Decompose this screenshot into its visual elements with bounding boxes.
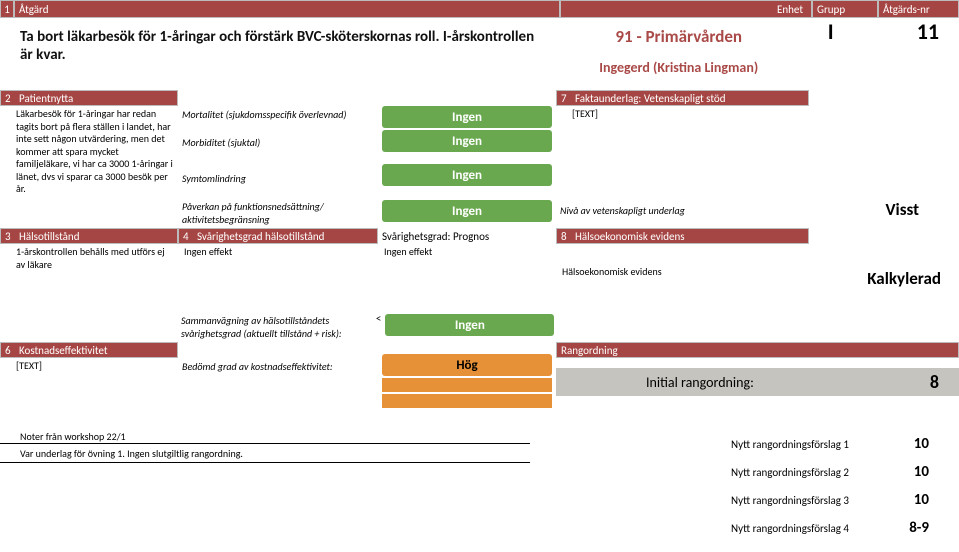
prognos-label: Svårighetsgrad: Prognos: [378, 228, 556, 244]
title-row: Ta bort läkarbesök för 1-åringar och för…: [0, 18, 959, 90]
evidence-level-label: Nivå av vetenskapligt underlag: [556, 198, 809, 219]
notes-line1: Var underlag för övning 1. Ingen slutgil…: [0, 444, 530, 463]
metric1-value: Ingen: [382, 106, 552, 128]
notes-heading: Noter från workshop 22/1: [0, 430, 530, 444]
sec4-effect: Ingen effekt: [178, 244, 378, 261]
weighting-value: Ingen: [385, 314, 554, 336]
sec6-body: [TEXT]: [0, 358, 178, 375]
metric3-label: Symtomlindring: [178, 170, 378, 198]
sec3-title: Hälsotillstånd: [19, 230, 79, 243]
initial-label: Initial rangordning:: [646, 374, 754, 391]
sec2-body: Läkarbesök för 1-åringar har redan tagit…: [0, 106, 178, 198]
sec8-title: Hälsoekonomisk evidens: [575, 230, 685, 243]
metric4-value: Ingen: [382, 200, 552, 222]
metric4-label: Påverkan på funktionsnedsättning/ aktivi…: [178, 198, 378, 228]
header-atgard: Åtgärd: [14, 0, 560, 18]
ranking-row-4: Nytt rangordningsförslag 4 8-9: [530, 514, 959, 542]
empty-chip-2: [382, 394, 552, 408]
sec3-body: 1-årskontrollen behålls med utförs ej av…: [0, 244, 178, 273]
ranking3-label: Nytt rangordningsförslag 3: [530, 494, 869, 507]
ranking-row-2: Nytt rangordningsförslag 2 10: [530, 458, 959, 486]
empty-chip-1: [382, 378, 552, 392]
ranking1-label: Nytt rangordningsförslag 1: [530, 438, 869, 451]
metric2-label: Morbiditet (sjuktal): [178, 134, 378, 162]
group-letter: I: [799, 18, 862, 90]
sec8-head: 8 Hälsoekonomisk evidens: [556, 228, 809, 244]
evidence-level-value: Visst: [809, 198, 959, 220]
sec8-num: 8: [561, 230, 571, 243]
prognos-effect: Ingen effekt: [378, 244, 556, 261]
sec8-sub: Hälsoekonomisk evidens: [556, 264, 809, 281]
atgard-nr: 11: [862, 18, 959, 90]
sec2-title: Patientnytta: [19, 92, 73, 105]
sec4-num: 4: [183, 230, 193, 243]
ranking3-value: 10: [869, 491, 959, 509]
ranking1-value: 10: [869, 435, 959, 453]
sec7-title: Faktaunderlag: Vetenskapligt stöd: [575, 92, 726, 105]
initial-value: 8: [930, 371, 939, 393]
sec7-body: [TEXT]: [556, 106, 809, 123]
sec7-head: 7 Faktaunderlag: Vetenskapligt stöd: [556, 90, 809, 106]
sec8-value: Kalkylerad: [809, 264, 959, 292]
ranking4-value: 8-9: [869, 519, 959, 537]
page-title: Ta bort läkarbesök för 1-åringar och för…: [0, 18, 558, 90]
metric1-label: Mortalitet (sjukdomsspecifik överlevnad): [178, 106, 378, 134]
header-enhet: Enhet: [560, 0, 812, 18]
unit-line1: 91 - Primärvården: [558, 26, 799, 47]
sec2-head: 2 Patientnytta: [0, 90, 178, 106]
weighting-label: Sammanvägning av hälsotillståndets svåri…: [177, 312, 376, 342]
header-num: 1: [0, 0, 14, 18]
sec3-head: 3 Hälsotillstånd: [0, 228, 178, 244]
assessed-label: Bedömd grad av kostnadseffektivitet:: [178, 358, 378, 382]
sec6-title: Kostnadseffektivitet: [19, 344, 108, 357]
ranking-row-1: Nytt rangordningsförslag 1 10: [530, 430, 959, 458]
sec4-title: Svårighetsgrad hälsotillstånd: [197, 230, 324, 243]
ranking2-label: Nytt rangordningsförslag 2: [530, 466, 869, 479]
ranking2-value: 10: [869, 463, 959, 481]
unit-line2: Ingegerd (Kristina Lingman): [558, 59, 799, 76]
sec6-head: 6 Kostnadseffektivitet: [0, 342, 178, 358]
assessed-value: Hög: [382, 354, 552, 376]
metric2-value: Ingen: [382, 130, 552, 152]
sec3-num: 3: [5, 230, 15, 243]
rang-head: Rangordning: [556, 342, 959, 358]
header-grupp: Grupp: [812, 0, 878, 18]
rang-title: Rangordning: [561, 344, 618, 357]
sec4-head: 4 Svårighetsgrad hälsotillstånd: [178, 228, 378, 244]
metric3-value: Ingen: [382, 164, 552, 186]
sec7-num: 7: [561, 92, 571, 105]
header-atgardsnr: Åtgärds-nr: [878, 0, 959, 18]
initial-ranking: Initial rangordning: 8: [556, 368, 959, 396]
ranking-row-3: Nytt rangordningsförslag 3 10: [530, 486, 959, 514]
header-row: 1 Åtgärd Enhet Grupp Åtgärds-nr: [0, 0, 959, 18]
sec6-num: 6: [5, 344, 15, 357]
sec2-num: 2: [5, 92, 15, 105]
ranking4-label: Nytt rangordningsförslag 4: [530, 522, 869, 535]
